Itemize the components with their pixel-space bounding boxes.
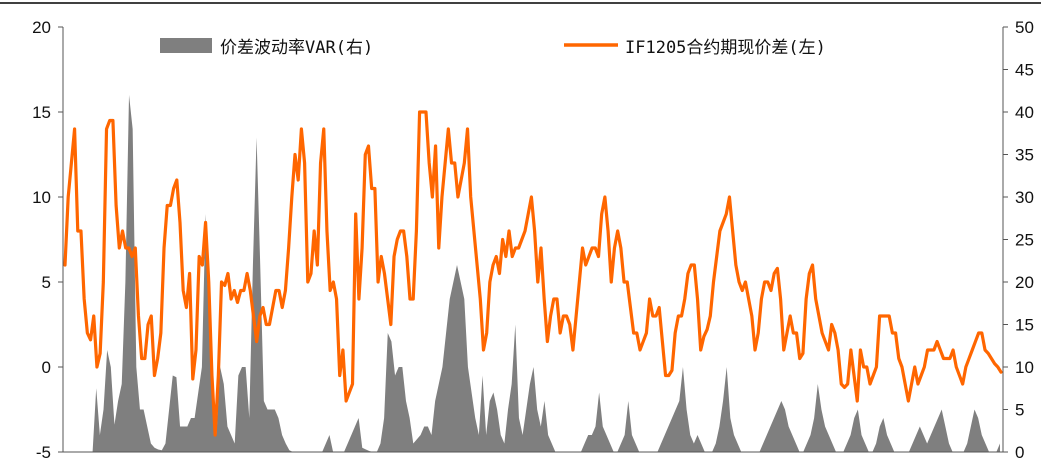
- right-tick-label: 35: [1015, 146, 1034, 165]
- legend-label-spread: IF1205合约期现价差(左): [625, 38, 826, 58]
- right-tick-label: 30: [1015, 188, 1034, 207]
- right-tick-label: 5: [1015, 401, 1024, 420]
- left-tick-label: 20: [32, 18, 51, 37]
- left-tick-label: 15: [32, 103, 51, 122]
- right-tick-label: 25: [1015, 231, 1034, 250]
- spread-line-series: [63, 110, 1003, 437]
- right-tick-label: 0: [1015, 443, 1024, 462]
- right-tick-label: 10: [1015, 358, 1034, 377]
- legend-swatch-volatility: [160, 38, 212, 53]
- right-axis-ticks: 0 5 10 15 20 25 30 35 40 45 50: [1003, 18, 1034, 462]
- left-axis-ticks: -5 0 5 10 15 20: [32, 18, 63, 462]
- legend: 价差波动率VAR(右) IF1205合约期现价差(左): [160, 38, 826, 58]
- right-tick-label: 50: [1015, 18, 1034, 37]
- left-tick-label: 10: [32, 188, 51, 207]
- right-tick-label: 15: [1015, 316, 1034, 335]
- right-tick-label: 40: [1015, 103, 1034, 122]
- legend-label-volatility: 价差波动率VAR(右): [220, 38, 373, 58]
- left-tick-label: -5: [36, 443, 51, 462]
- volatility-area-series: [78, 95, 1000, 452]
- spread-line-layer: [63, 110, 1003, 437]
- right-tick-label: 45: [1015, 61, 1034, 80]
- left-tick-label: 5: [42, 273, 51, 292]
- right-tick-label: 20: [1015, 273, 1034, 292]
- volatility-area-layer: [78, 95, 1000, 452]
- left-tick-label: 0: [42, 358, 51, 377]
